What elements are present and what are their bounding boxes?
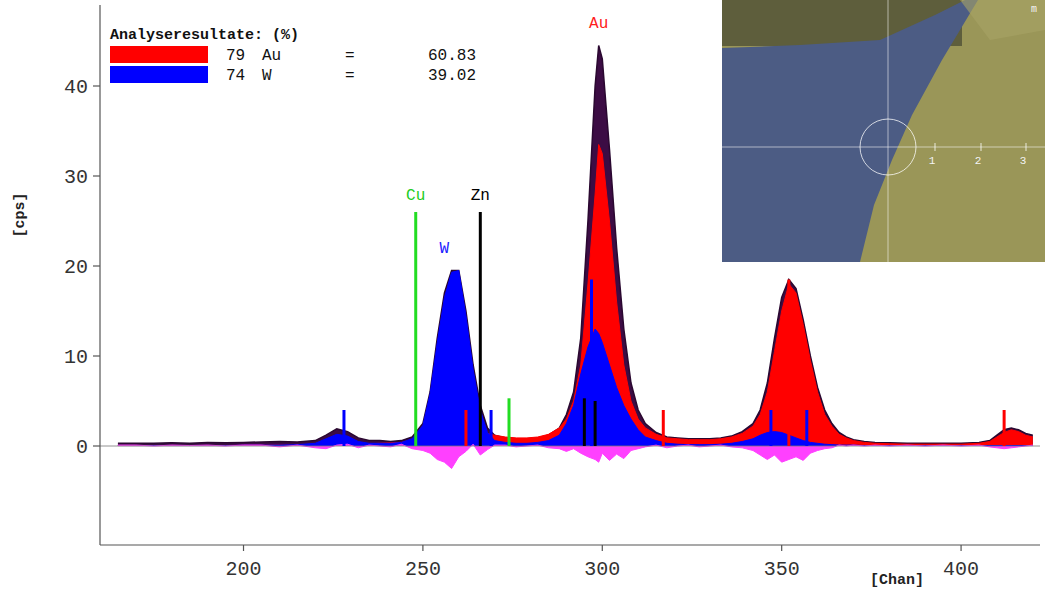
y-tick bbox=[93, 175, 100, 176]
legend: Analyseresultate: (%) 79 Au = 60.83 74 W = 39.02 bbox=[110, 27, 476, 85]
inset-scale-label: 1 bbox=[929, 155, 936, 167]
inset-scale-label: 3 bbox=[1020, 155, 1027, 167]
inset-ground bbox=[722, 0, 1045, 262]
element-line bbox=[342, 410, 345, 446]
legend-value: 60.83 bbox=[428, 47, 476, 65]
legend-symbol: Au bbox=[262, 47, 281, 65]
annotation: Zn bbox=[471, 187, 490, 205]
inset-scale-tick bbox=[981, 143, 982, 151]
legend-separator: = bbox=[345, 67, 355, 85]
inset-scale-tick bbox=[1026, 143, 1027, 151]
x-tick bbox=[422, 545, 423, 551]
y-tick bbox=[93, 355, 100, 356]
inset-image: 1 2 3 m bbox=[722, 0, 1045, 262]
legend-value: 39.02 bbox=[428, 67, 476, 85]
element-line bbox=[662, 410, 665, 446]
series-line bbox=[118, 46, 1033, 444]
x-tick-label: 400 bbox=[943, 558, 979, 581]
element-line bbox=[769, 410, 772, 446]
y-tick bbox=[93, 85, 100, 86]
element-line bbox=[508, 398, 511, 446]
y-tick-label: 30 bbox=[64, 166, 88, 189]
series-line bbox=[118, 444, 1033, 468]
series-fill bbox=[118, 46, 1033, 447]
chart: 1 2 3 m 0 10 20 30 40 200 250 300 350 400 [Chan] [cps] A… bbox=[0, 0, 1045, 590]
inset-crosshair bbox=[888, 0, 889, 262]
series-fill bbox=[118, 444, 1033, 468]
annotation: Au bbox=[589, 15, 608, 33]
x-tick-label: 350 bbox=[764, 558, 800, 581]
series-fill bbox=[118, 271, 1033, 447]
element-line bbox=[594, 401, 597, 446]
element-line bbox=[590, 280, 593, 447]
plot-data bbox=[100, 46, 1040, 469]
x-tick bbox=[781, 545, 782, 551]
annotation: Cu bbox=[406, 187, 425, 205]
series-line bbox=[118, 145, 1033, 446]
legend-z: 79 bbox=[226, 47, 245, 65]
legend-title: Analyseresultate: (%) bbox=[110, 27, 299, 44]
y-tick-label: 20 bbox=[64, 256, 88, 279]
x-tick bbox=[243, 545, 244, 551]
legend-z: 74 bbox=[226, 67, 245, 85]
element-line bbox=[490, 410, 493, 446]
legend-separator: = bbox=[345, 47, 355, 65]
inset-unit: m bbox=[1031, 4, 1037, 15]
y-tick-label: 0 bbox=[76, 436, 88, 459]
legend-symbol: W bbox=[262, 67, 272, 85]
inset-light bbox=[960, 0, 1045, 40]
legend-swatch bbox=[110, 66, 208, 83]
x-tick-label: 250 bbox=[405, 558, 441, 581]
y-tick-label: 40 bbox=[64, 76, 88, 99]
element-line bbox=[787, 280, 790, 447]
y-axis-title: [cps] bbox=[12, 192, 29, 237]
x-tick bbox=[960, 545, 961, 551]
x-tick-label: 200 bbox=[226, 558, 262, 581]
element-line bbox=[464, 410, 467, 446]
annotation: W bbox=[440, 240, 450, 258]
y-tick bbox=[93, 445, 100, 446]
inset-circle bbox=[860, 119, 916, 175]
x-axis-title: [Chan] bbox=[870, 572, 924, 589]
baseline bbox=[100, 446, 1040, 447]
series-line bbox=[118, 271, 1033, 446]
element-line bbox=[414, 212, 417, 446]
inset-scale-label: 2 bbox=[975, 155, 982, 167]
inset-crosshair bbox=[722, 147, 1045, 148]
element-line bbox=[479, 212, 482, 446]
series-fill bbox=[118, 145, 1033, 447]
y-tick-label: 10 bbox=[64, 346, 88, 369]
element-line bbox=[805, 410, 808, 446]
y-tick bbox=[93, 265, 100, 266]
element-line bbox=[1003, 410, 1006, 446]
inset-scale-tick bbox=[935, 143, 936, 151]
element-line bbox=[583, 398, 586, 446]
x-tick-label: 300 bbox=[584, 558, 620, 581]
x-axis bbox=[100, 544, 1040, 545]
legend-swatch bbox=[110, 46, 208, 63]
x-tick bbox=[602, 545, 603, 551]
inset-region bbox=[722, 0, 978, 262]
